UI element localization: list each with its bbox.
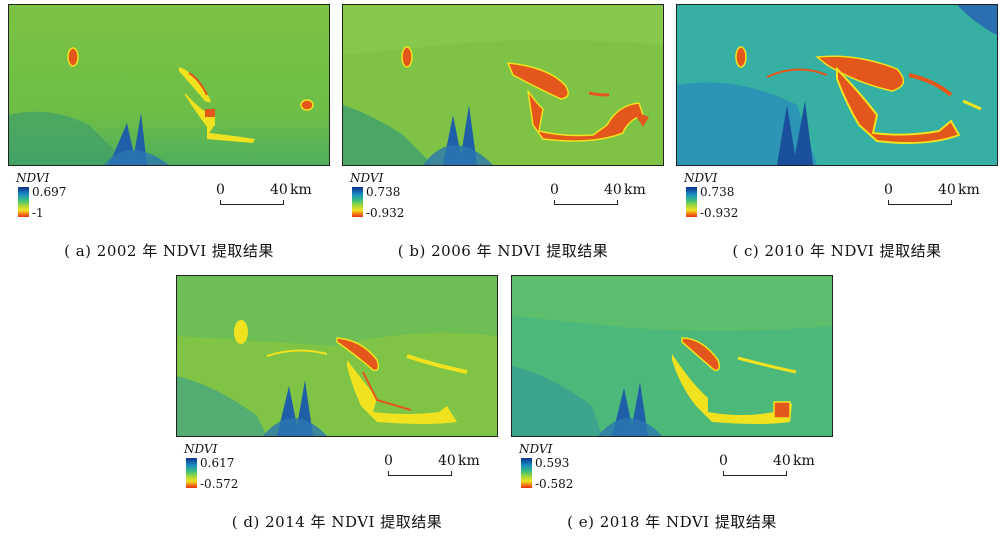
ndvi-map-2006 <box>342 4 664 166</box>
legend-min-value: -1 <box>32 206 44 220</box>
panel-b: NDVI 0.738 -0.932 0 40 km ( b) 2006 年 ND… <box>342 4 672 274</box>
legend-title: NDVI <box>684 171 718 185</box>
ndvi-map-2002 <box>8 4 330 166</box>
scale-bar-line <box>388 471 452 476</box>
scale-bar: 0 40 km <box>719 453 819 483</box>
legend-color-ramp <box>521 458 532 488</box>
scale-distance-label: 40 <box>938 182 956 198</box>
scale-zero-label: 0 <box>384 453 393 469</box>
ndvi-legend: NDVI 0.697 -1 <box>16 172 96 222</box>
legend-title: NDVI <box>16 171 50 185</box>
legend-max-value: 0.593 <box>535 456 570 470</box>
legend-max-value: 0.738 <box>366 185 401 199</box>
scale-unit-label: km <box>290 182 312 198</box>
scale-distance-label: 40 <box>438 453 456 469</box>
panel-a: NDVI 0.697 -1 0 40 km ( a) 2002 年 NDVI 提… <box>8 4 338 274</box>
panel-e: NDVI 0.593 -0.582 0 40 km ( e) 2018 年 ND… <box>511 275 841 545</box>
scale-zero-label: 0 <box>884 182 893 198</box>
legend-color-ramp <box>686 187 697 217</box>
panel-caption: ( b) 2006 年 NDVI 提取结果 <box>397 242 609 260</box>
legend-title: NDVI <box>519 442 553 456</box>
scale-distance-label: 40 <box>604 182 622 198</box>
ndvi-legend: NDVI 0.593 -0.582 <box>519 443 599 493</box>
ndvi-legend: NDVI 0.738 -0.932 <box>684 172 764 222</box>
ndvi-legend: NDVI 0.617 -0.572 <box>184 443 264 493</box>
scale-unit-label: km <box>624 182 646 198</box>
legend-max-value: 0.617 <box>200 456 235 470</box>
legend-min-value: -0.932 <box>700 206 739 220</box>
panel-d: NDVI 0.617 -0.572 0 40 km ( d) 2014 年 ND… <box>176 275 506 545</box>
ndvi-legend: NDVI 0.738 -0.932 <box>350 172 430 222</box>
panel-caption: ( e) 2018 年 NDVI 提取结果 <box>567 513 777 531</box>
scale-unit-label: km <box>958 182 980 198</box>
scale-distance-label: 40 <box>773 453 791 469</box>
ndvi-map-2010 <box>676 4 998 166</box>
panel-caption: ( a) 2002 年 NDVI 提取结果 <box>64 242 274 260</box>
ndvi-map-2014 <box>176 275 498 437</box>
legend-min-value: -0.572 <box>200 477 239 491</box>
ndvi-map-2018 <box>511 275 833 437</box>
scale-bar: 0 40 km <box>384 453 484 483</box>
panel-c: NDVI 0.738 -0.932 0 40 km ( c) 2010 年 ND… <box>676 4 1000 274</box>
scale-distance-label: 40 <box>270 182 288 198</box>
scale-unit-label: km <box>793 453 815 469</box>
scale-zero-label: 0 <box>719 453 728 469</box>
scale-bar: 0 40 km <box>550 182 650 212</box>
scale-bar-line <box>888 200 952 205</box>
panel-caption: ( d) 2014 年 NDVI 提取结果 <box>231 513 443 531</box>
legend-min-value: -0.932 <box>366 206 405 220</box>
legend-color-ramp <box>352 187 363 217</box>
panel-caption: ( c) 2010 年 NDVI 提取结果 <box>732 242 942 260</box>
legend-color-ramp <box>18 187 29 217</box>
legend-min-value: -0.582 <box>535 477 574 491</box>
legend-title: NDVI <box>184 442 218 456</box>
legend-color-ramp <box>186 458 197 488</box>
scale-bar-line <box>220 200 284 205</box>
scale-bar-line <box>723 471 787 476</box>
scale-bar: 0 40 km <box>216 182 316 212</box>
legend-title: NDVI <box>350 171 384 185</box>
legend-max-value: 0.697 <box>32 185 67 199</box>
scale-zero-label: 0 <box>550 182 559 198</box>
scale-bar: 0 40 km <box>884 182 984 212</box>
scale-unit-label: km <box>458 453 480 469</box>
scale-zero-label: 0 <box>216 182 225 198</box>
legend-max-value: 0.738 <box>700 185 735 199</box>
scale-bar-line <box>554 200 618 205</box>
